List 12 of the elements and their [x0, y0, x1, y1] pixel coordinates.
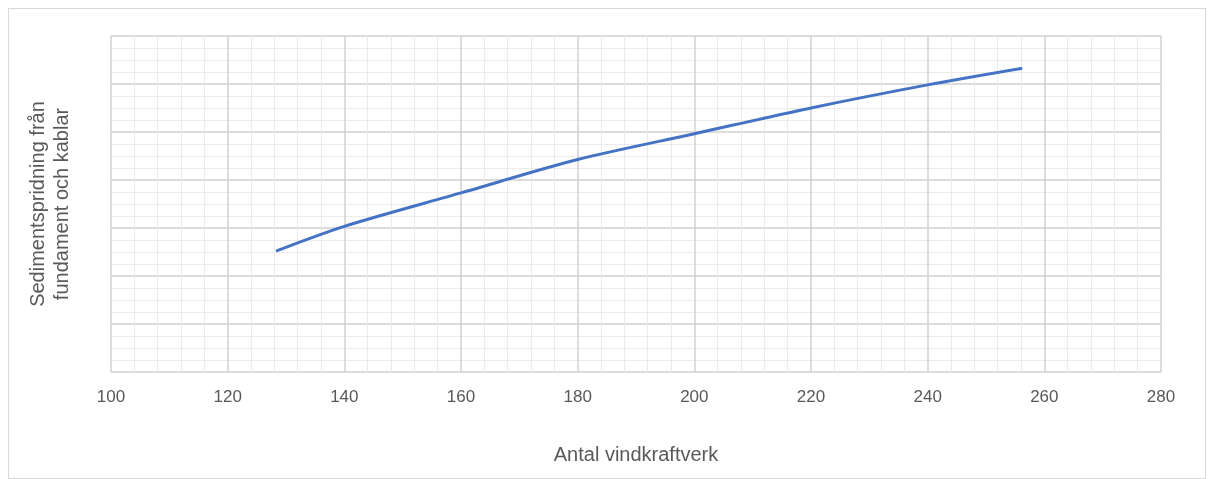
x-tick-label: 100	[96, 387, 126, 406]
x-tick-label: 260	[1030, 387, 1059, 406]
x-tick-label: 200	[680, 387, 709, 406]
x-tick-label: 240	[913, 387, 942, 406]
x-tick-label: 280	[1146, 387, 1176, 406]
x-tick-label: 220	[796, 387, 826, 406]
y-axis-title: Sedimentspridning från fundament och kablar	[26, 101, 72, 307]
x-tick-label: 160	[446, 387, 476, 406]
x-tick-label: 120	[213, 387, 242, 406]
x-tick-label: 180	[563, 387, 592, 406]
x-tick-label: 140	[330, 387, 359, 406]
x-axis-title: Antal vindkraftverk	[553, 443, 720, 465]
